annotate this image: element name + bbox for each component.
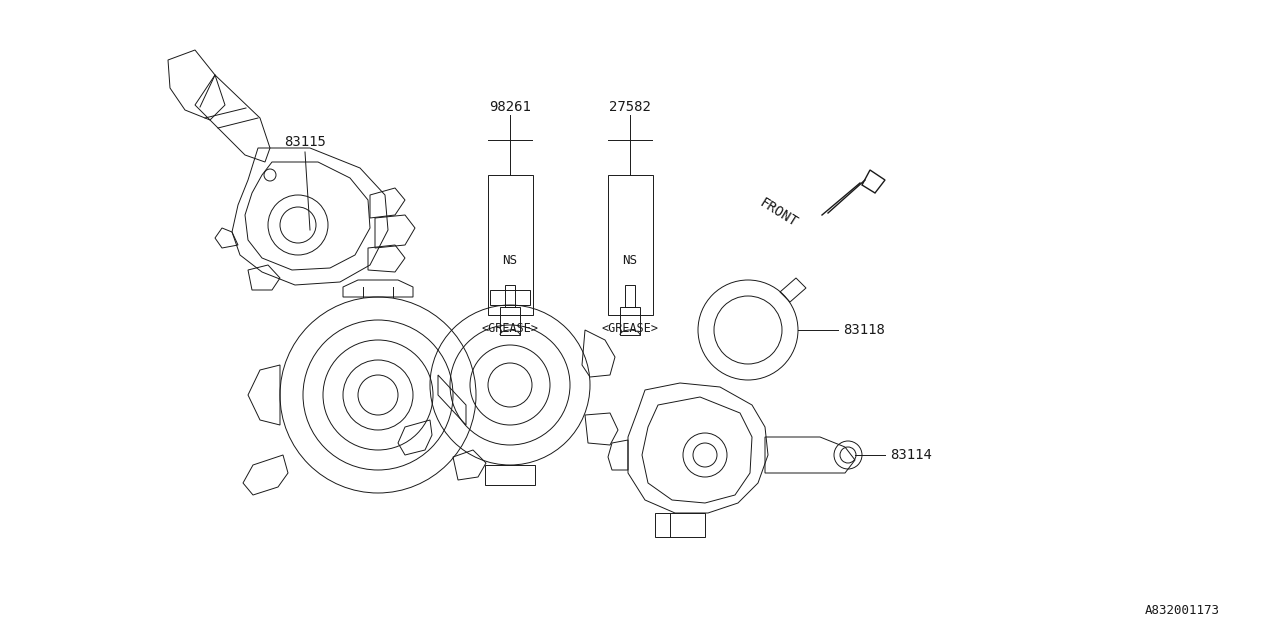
Text: 98261: 98261 <box>489 100 531 114</box>
Text: 83118: 83118 <box>844 323 884 337</box>
Text: 27582: 27582 <box>609 100 652 114</box>
Text: NS: NS <box>622 253 637 266</box>
Bar <box>500 307 520 335</box>
Text: A832001173: A832001173 <box>1146 604 1220 616</box>
Text: <GREASE>: <GREASE> <box>481 323 539 335</box>
Text: NS: NS <box>503 253 517 266</box>
Text: <GREASE>: <GREASE> <box>602 323 658 335</box>
Bar <box>488 175 532 315</box>
Bar <box>625 285 635 307</box>
Text: 83115: 83115 <box>284 135 326 149</box>
Text: 83114: 83114 <box>890 448 932 462</box>
Bar <box>608 175 653 315</box>
Bar <box>620 307 640 335</box>
Bar <box>506 285 515 307</box>
Text: FRONT: FRONT <box>756 196 800 230</box>
